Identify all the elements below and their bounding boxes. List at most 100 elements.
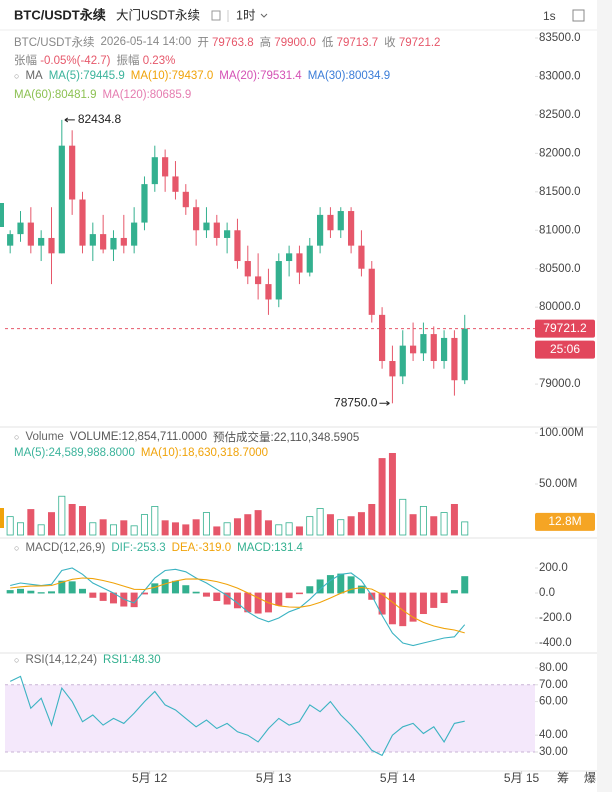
expand-icon[interactable] (572, 9, 585, 22)
volume-bar (264, 520, 272, 536)
candle-body (440, 337, 448, 362)
candle-body (317, 214, 324, 246)
volume-bar (450, 503, 458, 536)
price-tag (535, 319, 595, 338)
symbol[interactable]: BTC/USDT永续 (14, 7, 106, 22)
side-a[interactable]: 筹 (557, 771, 569, 785)
bell-icon[interactable]: ○ (14, 655, 20, 665)
x-tick-label: 5月 13 (256, 771, 292, 785)
amp: 0.23% (142, 55, 176, 67)
legend-title: MACD(12,26,9) (25, 542, 106, 554)
indicator-line (10, 567, 466, 647)
speed[interactable]: 1s (543, 9, 556, 23)
macd-bar (244, 592, 252, 613)
y-tick-label: 0.0 (539, 587, 555, 599)
indicator-line (9, 675, 465, 757)
candle-body (451, 337, 458, 381)
volume-bar (275, 524, 283, 536)
candle-body (7, 234, 14, 246)
macd-bar (233, 592, 241, 609)
legend-row: ○ MACD(12,26,9) DIF:-253.3 DEA:-319.0 MACD:1… (14, 542, 303, 554)
legend-item: DIF:-253.3 (111, 542, 166, 554)
legend-title: MA (25, 70, 43, 82)
volume-bar (223, 522, 231, 536)
y-tick-label: 70.00 (539, 679, 568, 691)
y-tick-label: 60.00 (539, 696, 568, 708)
volume-bar (6, 516, 14, 536)
candle-body (306, 245, 313, 273)
rsi-band (5, 684, 535, 753)
edit-icon[interactable] (211, 10, 221, 21)
macd-bar (99, 592, 107, 601)
candle-body (399, 345, 406, 377)
candle-body (378, 314, 386, 362)
candle-body (69, 145, 76, 200)
volume-bar (461, 521, 469, 536)
macd-bar (347, 576, 355, 594)
bell-icon[interactable]: ○ (14, 71, 20, 81)
volume-bar (120, 520, 128, 536)
side-b[interactable]: 爆 (584, 771, 596, 785)
volume-bar (409, 514, 417, 536)
candle-body (151, 157, 158, 185)
dropdown-icon[interactable] (260, 13, 268, 18)
candle-body (265, 284, 272, 300)
x-tick-label: 5月 14 (380, 771, 416, 785)
y-tick-label: 80000.0 (539, 301, 581, 313)
side-marker (0, 508, 4, 528)
countdown: 25:06 (550, 342, 580, 356)
y-tick-label: -200.0 (539, 612, 572, 624)
legend-item: MA(5):79445.9 (48, 70, 125, 82)
macd-bar (16, 588, 24, 594)
candle-body (172, 176, 179, 192)
volume-bar (192, 519, 200, 536)
volume-bar (399, 498, 407, 536)
candle-body (275, 261, 282, 300)
candle-body (430, 334, 437, 362)
macd-bar (450, 590, 458, 594)
candle-body (203, 222, 210, 231)
candle-body (368, 268, 375, 315)
macd-bar (430, 592, 438, 608)
arrow (64, 117, 75, 123)
candle-body (58, 145, 65, 254)
interval[interactable]: 1时 (236, 8, 256, 22)
candle-body (286, 253, 293, 262)
legend-title: RSI(14,12,24) (25, 654, 98, 666)
volume-bar (47, 512, 55, 536)
volume-bar (213, 526, 221, 536)
volume-bar (316, 508, 324, 536)
bell-icon[interactable]: ○ (14, 432, 20, 442)
macd-bar (202, 592, 210, 597)
volume-bar (337, 519, 345, 536)
macd-bar (78, 588, 86, 594)
legend-item: MA(10):18,630,318.7000 (140, 447, 269, 459)
legend-row: MA(5):24,589,988.8000 MA(10):18,630,318.7… (14, 447, 268, 459)
legend-item: MA(120):80685.9 (102, 89, 192, 101)
macd-bar (399, 592, 407, 627)
candle-body (48, 237, 55, 254)
volume-bar (295, 526, 303, 536)
y-tick-label: 40.00 (539, 729, 568, 741)
y-tick-label: 81500.0 (539, 186, 581, 198)
y-tick-label: 100.00M (539, 427, 584, 439)
volume-bar (357, 512, 365, 536)
legend-title: Volume (25, 431, 64, 443)
macd-bar (440, 592, 448, 604)
y-tick-label: 50.00M (539, 478, 577, 490)
candle-body (27, 222, 34, 246)
x-tick-label: 5月 12 (132, 771, 168, 785)
macd-bar (306, 586, 314, 594)
volume-bar (58, 495, 66, 536)
y-tick-label: 30.00 (539, 746, 568, 758)
amp-label: 振幅 (116, 55, 140, 67)
y-tick-label: 83500.0 (539, 32, 581, 44)
legend-item: MA(60):80481.9 (14, 89, 97, 101)
volume-bar (99, 519, 107, 536)
candle-body (38, 237, 45, 246)
candle-body (213, 222, 220, 238)
volume-tag-text: 12.8M (548, 514, 581, 528)
bell-icon[interactable]: ○ (14, 543, 20, 553)
macd-bar (151, 583, 159, 594)
